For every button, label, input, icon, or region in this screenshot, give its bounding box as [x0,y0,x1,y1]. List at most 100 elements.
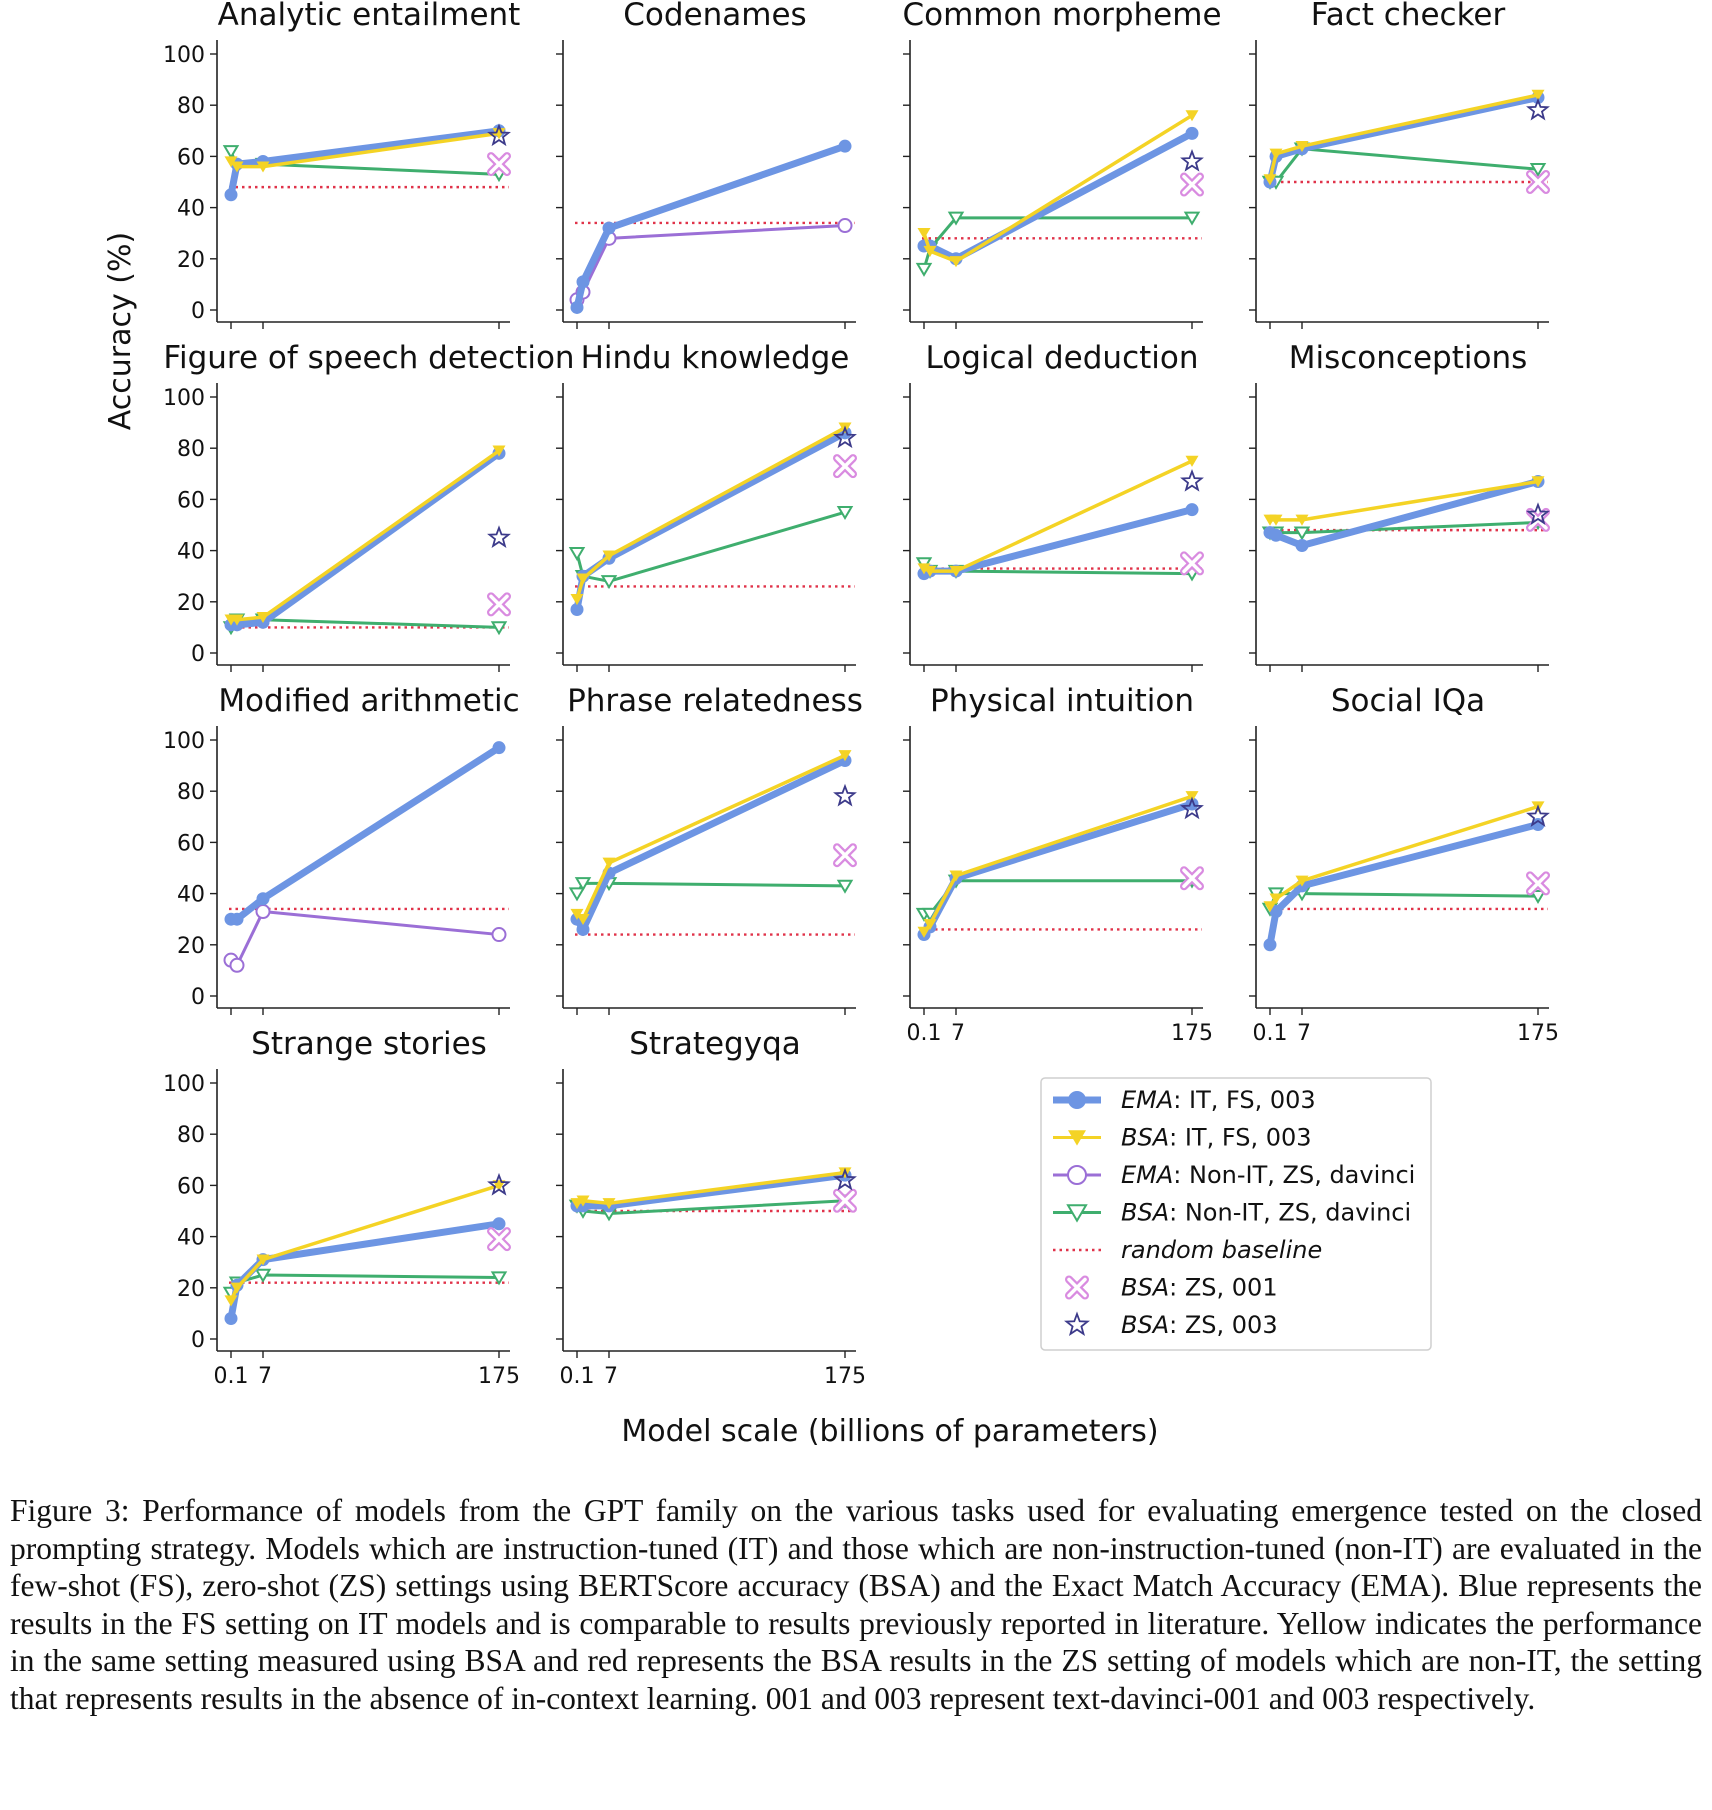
zs001-marker [1180,551,1204,576]
zs003-marker [1526,804,1550,827]
bsa-it-marker [492,1180,506,1192]
x-tick-label: 7 [604,1364,618,1389]
ema_it-line [227,127,500,196]
ema-it-marker [576,922,590,936]
ema_it-line [573,757,847,933]
panel-title: Codenames [623,0,806,33]
zs001-marker-core-b [489,594,509,615]
panel-title: Strategyqa [629,1026,801,1062]
legend-label: BSA: ZS, 001 [1121,1274,1278,1302]
ema_it-line [227,1220,500,1320]
legend-label: random baseline [1121,1236,1322,1264]
bsa_it-line [575,426,846,600]
panel-title: Physical intuition [930,683,1194,719]
ema_it-line [921,800,1194,937]
ema_it-line [1268,478,1539,549]
zs003-marker [833,783,857,807]
x-tick-label: 7 [258,1364,272,1389]
bsa-it-marker [838,750,852,762]
ema_it-line [924,130,1194,263]
bsa-it-marker [1263,174,1277,186]
bsa_it-line [1268,93,1539,180]
bsa-it-marker [224,1295,238,1307]
bsa-non-marker [600,575,618,590]
ema-it-marker [1295,538,1309,552]
x-tick-label: 7 [1297,1021,1311,1046]
bsa-it-marker [602,857,616,869]
bsa-it-marker [256,1254,270,1266]
panel-codenames: Codenames [556,0,856,329]
legend-entry-bsa_it: BSA: IT, FS, 003 [1053,1124,1312,1152]
zs003-marker [833,425,857,449]
bsa-non-marker [1529,163,1547,178]
ema-non-marker [229,957,245,973]
panel-group: Analytic entailment 0 20 40 60 80 100 Codenames… [163,0,1559,1389]
legend-label-method: BSA [1121,1311,1169,1339]
ema-it-marker [1269,905,1283,919]
x-tick-label: 7 [951,1021,965,1046]
ema-it-marker [224,188,238,202]
bsa_non-line [1270,147,1539,184]
bsa-non-marker [574,877,592,892]
bsa_non-line [924,879,1192,916]
legend-label-method: EMA [1121,1086,1173,1114]
ema_non-line [230,910,500,967]
zs001-marker [487,1227,511,1252]
bsa_it-line [922,113,1193,264]
y-tick-label: 40 [177,1226,205,1251]
ema-it-marker [492,1217,506,1231]
y-tick-label: 60 [177,488,205,513]
bsa-it-marker [1295,875,1309,887]
legend-entry-ema_non: EMA: Non-IT, ZS, davinci [1053,1161,1415,1189]
bsa-it-marker [1269,148,1283,160]
y-tick-label: 0 [191,299,205,324]
zs001-marker-core-b [489,1229,509,1249]
ema-it-marker [570,300,584,314]
ema-it-marker [224,1312,238,1326]
legend-label-detail: : IT, FS, 003 [1173,1086,1315,1114]
panel-title: Analytic entailment [218,0,521,33]
bsa-it-marker [1185,110,1199,122]
figure-caption: Figure 3: Performance of models from the… [10,1493,1702,1716]
panel-strange-stories: Strange stories 0 20 40 60 80 100 0.1 7 175 [163,1026,520,1389]
bsa-it-marker [492,445,506,457]
legend-entry-zs003: BSA: ZS, 003 [1064,1311,1278,1339]
zs001-marker [487,152,511,177]
zs001-marker [487,592,511,617]
bsa_non-line [229,1273,500,1294]
bsa_it-line [1270,479,1539,522]
panel-modified-arithmetic: Modified arithmetic 0 20 40 60 80 100 [163,683,520,1015]
panel-title: Strange stories [251,1026,487,1062]
bsa_it-line [231,449,501,622]
zs001-marker-core-b [835,1191,855,1211]
bsa_non-line [922,216,1192,270]
bsa_non-line [229,618,500,629]
bsa-it-marker [576,914,590,926]
legend-entry-random: random baseline [1053,1236,1322,1264]
legend-label-method: random baseline [1121,1236,1322,1264]
bsa-it-marker [1263,901,1277,913]
zs001-marker [1526,170,1550,194]
bsa-it-marker [917,228,931,240]
y-tick-label: 20 [177,591,205,616]
ema-non-marker [491,927,507,943]
bsa-it-marker [492,128,506,140]
legend-swatch-marker [1068,1130,1086,1146]
legend-swatch-marker [1068,1091,1086,1109]
panel-title: Fact checker [1311,0,1506,33]
x-tick-label: 0.1 [1253,1021,1288,1046]
bsa-it-marker [1531,89,1545,101]
panel-title: Social IQa [1331,683,1485,719]
zs001-marker-core-b [1182,553,1202,574]
y-tick-label: 20 [177,1277,205,1302]
legend-entry-bsa_non: BSA: Non-IT, ZS, davinci [1053,1199,1411,1227]
legend-label-detail: : Non-IT, ZS, davinci [1173,1161,1415,1189]
legend-label-detail: : ZS, 001 [1169,1274,1277,1302]
figure-3-panel-grid: Analytic entailment 0 20 40 60 80 100 Codenames… [103,0,1559,1449]
y-axis-label: Accuracy (%) [103,232,138,430]
y-tick-label: 60 [177,1174,205,1199]
panel-figure-of-speech-detection: Figure of speech detection 0 20 40 60 80 100 [163,340,575,672]
ema-it-marker [492,741,506,755]
bsa_non-line [575,510,846,583]
bsa-it-marker [923,919,937,931]
